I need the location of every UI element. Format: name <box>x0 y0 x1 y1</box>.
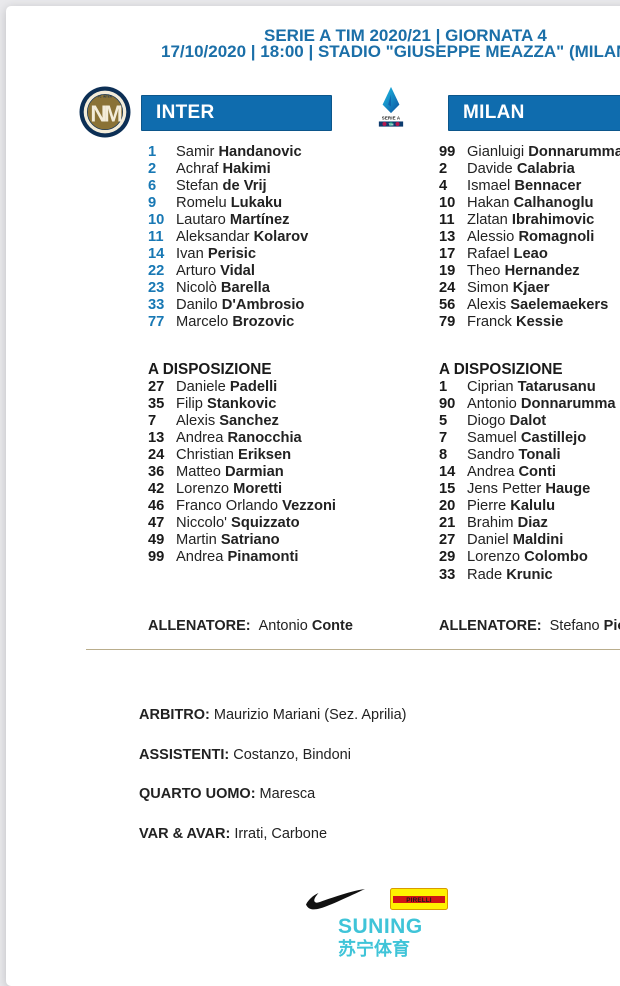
svg-text:FC INTER: FC INTER <box>98 94 112 98</box>
svg-text:PIRELLI: PIRELLI <box>406 897 432 904</box>
svg-text:NM: NM <box>90 100 121 126</box>
svg-text:SERIE A: SERIE A <box>382 116 401 121</box>
svg-text:TIM: TIM <box>389 122 394 126</box>
